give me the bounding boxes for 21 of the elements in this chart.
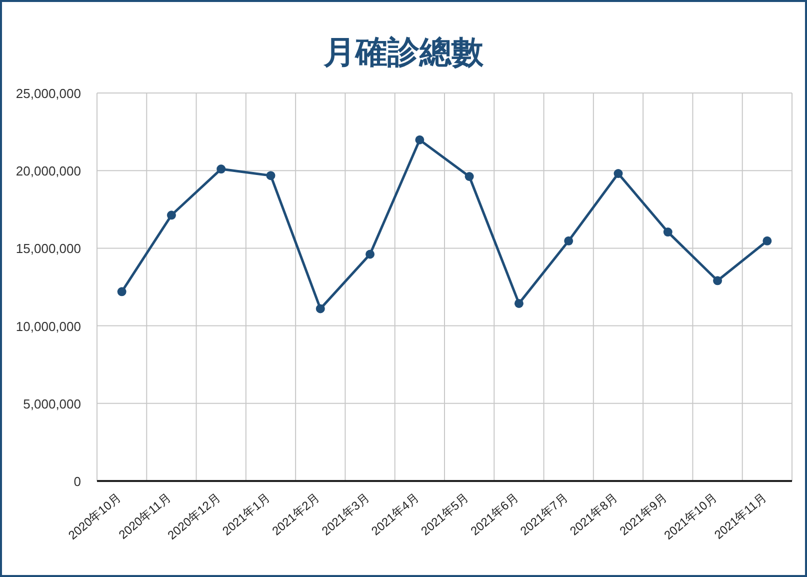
point bbox=[415, 135, 424, 144]
point bbox=[464, 172, 474, 181]
point bbox=[166, 210, 176, 220]
point bbox=[514, 298, 524, 308]
point bbox=[663, 228, 672, 237]
point bbox=[564, 236, 574, 246]
chart-title: 月確診總數 bbox=[322, 33, 484, 71]
y-tick-label: 0 bbox=[74, 474, 81, 489]
y-tick-label: 20,000,000 bbox=[16, 164, 81, 179]
point bbox=[762, 236, 772, 246]
point bbox=[713, 276, 722, 286]
point bbox=[216, 164, 226, 174]
point bbox=[266, 171, 276, 180]
y-tick-label: 10,000,000 bbox=[16, 318, 81, 334]
point bbox=[117, 287, 126, 296]
y-tick-label: 25,000,000 bbox=[16, 86, 81, 101]
point bbox=[366, 250, 375, 259]
y-tick-label: 15,000,000 bbox=[16, 241, 81, 256]
point bbox=[316, 304, 325, 314]
point bbox=[614, 169, 623, 178]
y-tick-label: 5,000,000 bbox=[23, 396, 81, 412]
